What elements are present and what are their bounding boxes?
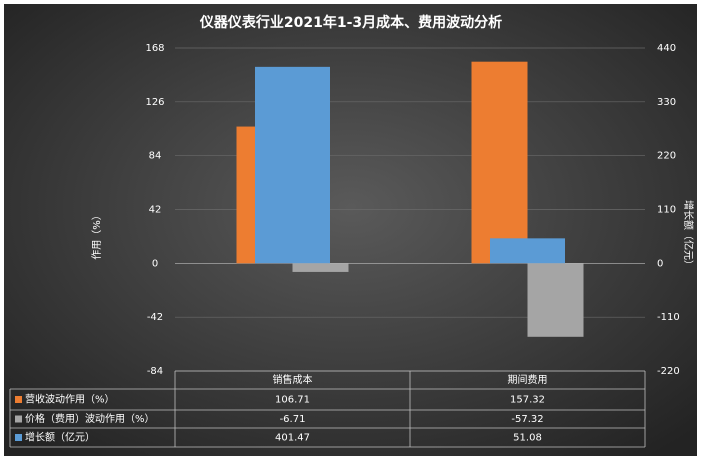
y-tick-label: 0 bbox=[152, 258, 158, 269]
table-value: -57.32 bbox=[511, 414, 543, 425]
y2-tick-label: 440 bbox=[657, 43, 676, 54]
y2-tick-label: 110 bbox=[657, 205, 676, 216]
bar bbox=[471, 61, 528, 264]
y-tick-label: 168 bbox=[145, 43, 164, 54]
table-value: 106.71 bbox=[275, 395, 310, 406]
y2-axis-title: 增长额（亿元） bbox=[682, 200, 695, 270]
x-tick-label: 期间费用 bbox=[508, 373, 548, 386]
table-value: 157.32 bbox=[510, 395, 545, 406]
y2-tick-label: 330 bbox=[657, 97, 676, 108]
bar bbox=[255, 66, 330, 264]
legend-label: 营收波动作用（%） bbox=[25, 393, 115, 406]
table-value: -6.71 bbox=[280, 414, 306, 425]
bar bbox=[527, 263, 584, 337]
legend-label: 价格（费用）波动作用（%） bbox=[25, 412, 155, 425]
y-tick-label: -84 bbox=[147, 366, 163, 377]
y2-tick-label: -110 bbox=[657, 312, 680, 323]
table-value: 401.47 bbox=[275, 433, 310, 444]
y-tick-label: 126 bbox=[145, 97, 164, 108]
legend-key bbox=[15, 396, 22, 403]
y2-tick-label: 0 bbox=[657, 258, 663, 269]
y-tick-label: 42 bbox=[149, 205, 162, 216]
legend-key bbox=[15, 415, 22, 423]
y-axis-title: 作用（%） bbox=[91, 210, 103, 260]
background bbox=[4, 4, 697, 456]
chart-title: 仪器仪表行业2021年1-3月成本、费用波动分析 bbox=[199, 14, 502, 31]
legend-label: 增长额（亿元） bbox=[25, 431, 95, 444]
y2-tick-label: -220 bbox=[657, 366, 680, 377]
y-tick-label: -42 bbox=[147, 312, 163, 323]
x-tick-label: 销售成本 bbox=[273, 373, 313, 386]
bar bbox=[490, 238, 565, 264]
bar bbox=[292, 263, 349, 272]
table-value: 51.08 bbox=[513, 433, 542, 444]
y-tick-label: 84 bbox=[149, 151, 162, 162]
y2-tick-label: 220 bbox=[657, 151, 676, 162]
legend-key bbox=[15, 434, 22, 441]
